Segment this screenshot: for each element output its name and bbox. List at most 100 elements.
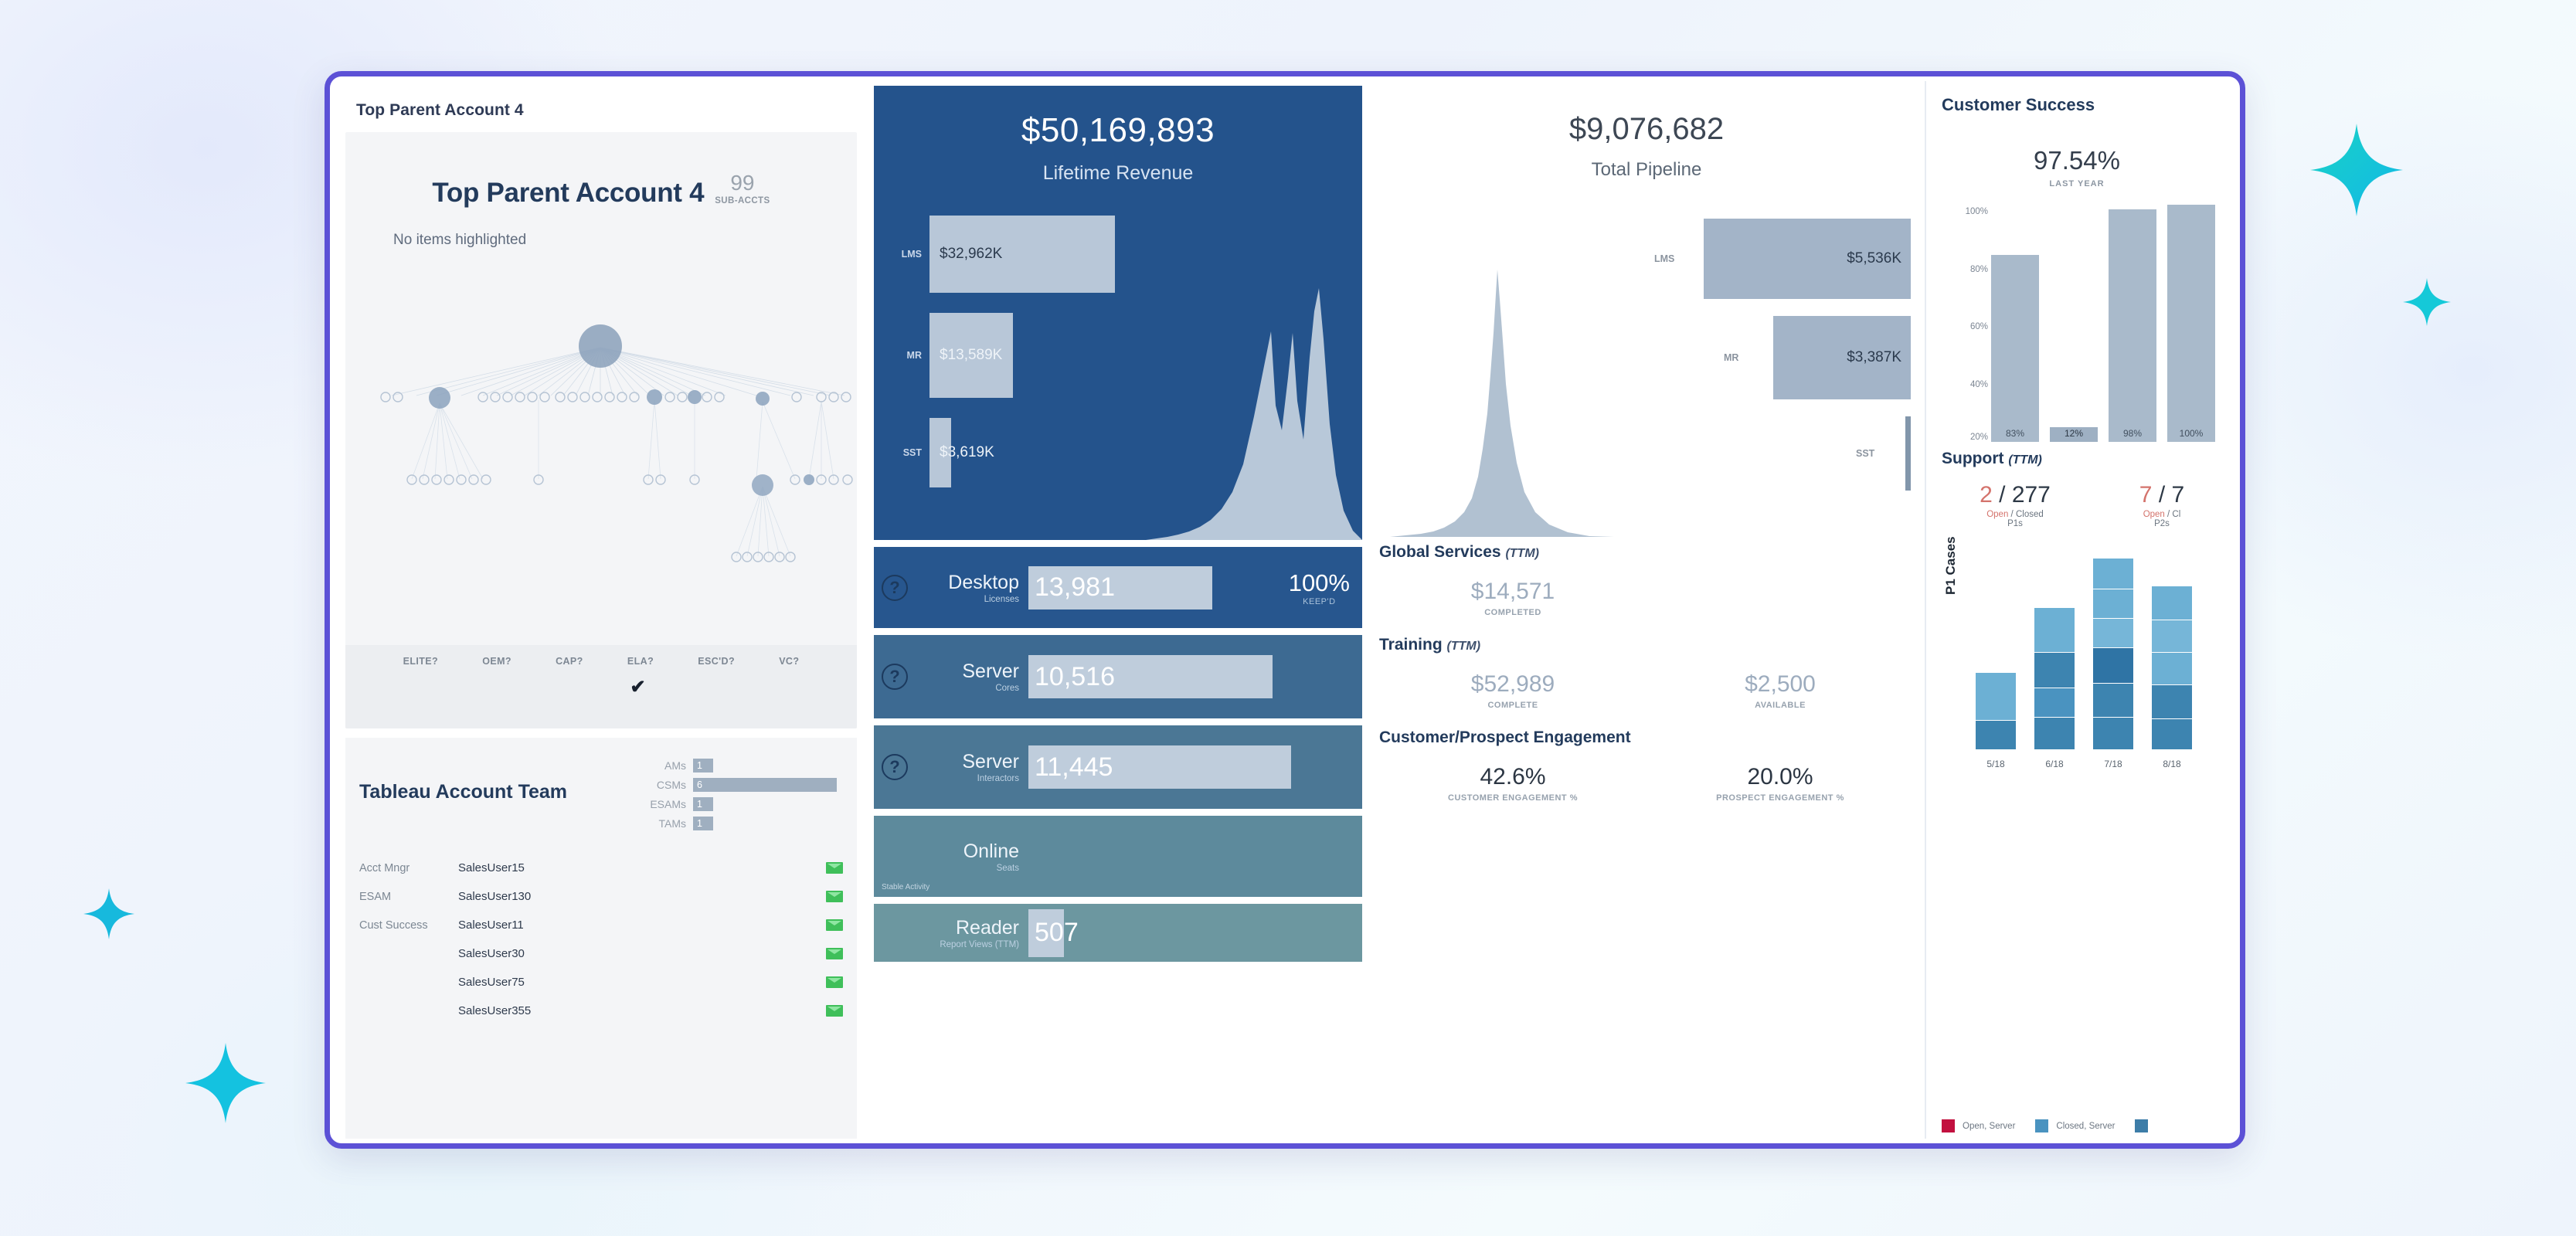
attribute-label-elite: ELITE? [403, 656, 439, 667]
p1-col-jun[interactable] [2034, 607, 2075, 749]
account-hierarchy-tree[interactable] [345, 263, 857, 572]
revenue-bar-label-lms: LMS [901, 249, 922, 260]
p1-seg-d [2152, 684, 2192, 718]
license-name-reader: Reader [956, 916, 1019, 939]
p1-open-label: Open [1986, 510, 2009, 519]
revenue-bar-value-lms: $32,962K [940, 246, 1003, 262]
cs-bars: 83% 12% 98% 100% [1991, 202, 2235, 442]
team-user[interactable]: SalesUser75 [458, 976, 525, 989]
customer-success-chart[interactable]: 100% 80% 60% 40% 20% 83% 12% 98% 100% [1942, 202, 2235, 442]
team-user[interactable]: SalesUser30 [458, 947, 525, 960]
legend-swatch-closed[interactable] [2035, 1119, 2049, 1132]
p1-xtick-4: 8/18 [2163, 759, 2181, 769]
email-icon[interactable] [826, 919, 843, 931]
pipeline-bar-mr[interactable]: $3,387K [1773, 316, 1911, 399]
license-bar-server-interactors[interactable]: 11,445 [1028, 745, 1291, 789]
revenue-sparkline [1146, 288, 1362, 540]
cs-bar-3[interactable]: 98% [2109, 209, 2156, 442]
training-section: Training (TTM) $52,989 COMPLETE $2,500 A… [1379, 636, 1914, 710]
email-icon[interactable] [826, 862, 843, 874]
pipeline-breakdown-chart: LMS $5,536K MR $3,387K SST $196K [1609, 219, 1980, 508]
p1-col-jul[interactable] [2093, 558, 2133, 749]
pipeline-bar-sst[interactable]: $196K [1905, 416, 1980, 491]
table-row[interactable]: Acct Mngr SalesUser15 [359, 854, 843, 882]
lifetime-revenue-label: Lifetime Revenue [1042, 162, 1194, 184]
license-bar-desktop[interactable]: 13,981 [1028, 565, 1212, 610]
p1-seg-c [2093, 618, 2133, 647]
cs-bar-label-2: 12% [2064, 428, 2084, 439]
p1-bars [1976, 545, 2235, 749]
license-value-server-interactors: 11,445 [1035, 752, 1113, 782]
cs-bar-1[interactable]: 83% [1991, 255, 2039, 442]
license-bar-reader[interactable]: 507 [1028, 908, 1079, 957]
question-icon[interactable]: ? [882, 664, 908, 690]
team-user[interactable]: SalesUser355 [458, 1004, 532, 1017]
license-value-server-cores: 10,516 [1035, 661, 1115, 691]
p1-xtick-3: 7/18 [2104, 759, 2122, 769]
p1-sublabel-sep: / [2008, 510, 2016, 519]
revenue-bar-row-sst: SST $3,619K [874, 418, 1362, 487]
pipeline-bar-value-lms: $5,536K [1847, 250, 1901, 267]
legend-swatch-extra[interactable] [2135, 1119, 2149, 1132]
question-icon[interactable]: ? [882, 754, 908, 780]
license-row-online[interactable]: ? Online Seats Stable Activity [874, 816, 1362, 897]
license-row-desktop[interactable]: ? Desktop Licenses 13,981 100% KEEP'D [874, 547, 1362, 628]
license-row-reader[interactable]: ? Reader Report Views (TTM) 507 [874, 904, 1362, 962]
kpi-value: $52,989 [1470, 671, 1555, 697]
question-icon[interactable]: ? [882, 574, 908, 601]
dashboard-frame: Top Parent Account 4 Top Parent Account … [325, 71, 2245, 1149]
p1-seg-open2 [2034, 717, 2075, 749]
role-count-chart: AMs 1 CSMs 6 ESAMs 1 TAMs 1 [633, 755, 843, 835]
p1-col-may[interactable] [1976, 672, 2016, 749]
email-icon[interactable] [826, 976, 843, 988]
license-row-server-cores[interactable]: ? Server Cores 10,516 [874, 635, 1362, 718]
retention-label: LAST YEAR [2049, 179, 2105, 188]
team-user[interactable]: SalesUser11 [458, 919, 524, 932]
kpi-label: PROSPECT ENGAGEMENT % [1716, 793, 1844, 803]
license-row-server-interactors[interactable]: ? Server Interactors 11,445 [874, 725, 1362, 809]
p1-open-count: 2 [1980, 482, 1993, 508]
table-row[interactable]: ESAM SalesUser130 [359, 882, 843, 911]
license-name-server-interactors: Server [962, 751, 1019, 772]
cs-bar-label-1: 83% [2005, 428, 2025, 439]
p1-col-aug[interactable] [2152, 586, 2192, 749]
legend-swatch-open[interactable] [1942, 1119, 1955, 1132]
cs-bar-label-4: 100% [2179, 428, 2204, 439]
pipeline-bar-lms[interactable]: $5,536K [1704, 219, 1911, 299]
email-icon[interactable] [826, 891, 843, 902]
panel-title: Top Parent Account 4 [356, 101, 524, 119]
p1-seg-e [2093, 683, 2133, 717]
team-user[interactable]: SalesUser130 [458, 890, 532, 903]
table-row[interactable]: Cust Success SalesUser11 [359, 911, 843, 939]
sub-accounts-count: 99 [730, 171, 755, 195]
table-row[interactable]: SalesUser30 [359, 939, 843, 968]
email-icon[interactable] [826, 1005, 843, 1017]
license-pct-label-desktop: KEEP'D [1303, 596, 1336, 606]
email-icon[interactable] [826, 948, 843, 959]
p2-sublabel-sep: / [2164, 510, 2173, 519]
p1-x-axis: 5/18 6/18 7/18 8/18 [1976, 759, 2235, 769]
attribute-check-cap [556, 676, 574, 698]
engagement-heading: Customer/Prospect Engagement [1379, 728, 1914, 747]
p1-cases-chart[interactable]: P1 Cases [1942, 536, 2235, 769]
cs-ytick-60: 60% [1969, 322, 1988, 332]
p1-seg-mid [2034, 688, 2075, 717]
table-row[interactable]: SalesUser75 [359, 968, 843, 997]
sub-accounts-label: SUB-ACCTS [715, 196, 770, 205]
revenue-bar-lms[interactable]: $32,962K [929, 216, 1115, 293]
pipeline-bar-row-lms: LMS $5,536K [1609, 219, 1911, 299]
cs-bar-2[interactable]: 12% [2050, 427, 2098, 442]
revenue-bar-value-mr: $13,589K [940, 347, 1003, 363]
license-bar-server-cores[interactable]: 10,516 [1028, 655, 1273, 698]
revenue-bar-label-mr: MR [906, 350, 922, 361]
kpi-value: $2,500 [1745, 671, 1816, 697]
license-unit-server-interactors: Interactors [977, 774, 1019, 783]
team-user[interactable]: SalesUser15 [458, 861, 525, 874]
attribute-label-cap: CAP? [556, 656, 583, 667]
revenue-bar-sst[interactable]: $3,619K [929, 418, 994, 487]
kpi-value: $14,571 [1470, 579, 1555, 604]
revenue-bar-mr[interactable]: $13,589K [929, 313, 1013, 398]
attribute-label-vc: VC? [779, 656, 800, 667]
cs-bar-4[interactable]: 100% [2167, 205, 2215, 442]
table-row[interactable]: SalesUser355 [359, 997, 843, 1025]
